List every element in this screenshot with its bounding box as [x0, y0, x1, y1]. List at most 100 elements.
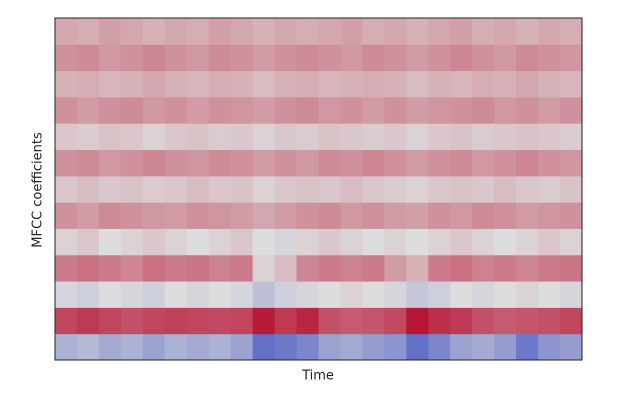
heatmap-cell — [186, 149, 210, 177]
heatmap-cell — [472, 123, 495, 151]
heatmap-cell — [428, 281, 451, 308]
heatmap-cell — [406, 333, 429, 361]
heatmap-cell — [208, 175, 232, 203]
heatmap-cell — [76, 202, 100, 229]
heatmap-cell — [98, 281, 122, 308]
heatmap-cell — [472, 254, 495, 282]
heatmap-cell — [340, 333, 363, 361]
heatmap-cell — [164, 254, 188, 282]
plot-frame — [54, 17, 583, 361]
heatmap-cell — [384, 149, 407, 177]
heatmap-cell — [208, 307, 232, 335]
heatmap-cell — [516, 202, 539, 229]
heatmap-cell — [516, 228, 539, 256]
heatmap-cell — [340, 70, 363, 98]
heatmap-cell — [384, 123, 407, 151]
heatmap-cell — [340, 44, 363, 72]
heatmap-cell — [494, 123, 517, 151]
heatmap-cell — [164, 281, 188, 308]
heatmap-cell — [76, 307, 100, 335]
heatmap-cell — [318, 70, 341, 98]
heatmap-cell — [76, 149, 100, 177]
heatmap-cell — [384, 70, 407, 98]
heatmap-cell — [120, 44, 144, 72]
heatmap-cell — [55, 149, 78, 177]
heatmap-cell — [516, 70, 539, 98]
heatmap-cell — [428, 70, 451, 98]
heatmap-cell — [164, 149, 188, 177]
heatmap-cell — [450, 18, 473, 45]
heatmap-cell — [55, 123, 78, 151]
heatmap-cell — [560, 44, 583, 72]
y-axis-label: MFCC coefficients — [31, 132, 46, 248]
heatmap-cell — [450, 44, 473, 72]
heatmap-cell — [340, 307, 363, 335]
heatmap-cell — [318, 123, 341, 151]
heatmap-cell — [538, 96, 561, 124]
heatmap-cell — [252, 202, 276, 229]
heatmap-cell — [450, 175, 473, 203]
heatmap-cell — [340, 254, 363, 282]
heatmap-cell — [362, 228, 385, 256]
heatmap-cell — [340, 281, 363, 308]
heatmap-cell — [76, 333, 100, 361]
heatmap-cell — [362, 70, 385, 98]
heatmap-cell — [406, 175, 429, 203]
heatmap-cell — [296, 281, 319, 308]
heatmap-cell — [450, 202, 473, 229]
heatmap-cell — [450, 307, 473, 335]
heatmap-cell — [186, 44, 210, 72]
heatmap-cell — [538, 281, 561, 308]
heatmap-cell — [120, 281, 144, 308]
heatmap-cell — [164, 202, 188, 229]
heatmap-cell — [406, 44, 429, 72]
heatmap-cell — [274, 70, 298, 98]
heatmap-cell — [538, 307, 561, 335]
heatmap-cell — [516, 254, 539, 282]
heatmap-cell — [560, 228, 583, 256]
heatmap-cell — [120, 307, 144, 335]
heatmap-cell — [98, 44, 122, 72]
heatmap-cell — [230, 175, 254, 203]
heatmap-cell — [142, 307, 166, 335]
heatmap-cell — [76, 18, 100, 45]
heatmap-cell — [98, 70, 122, 98]
heatmap-cell — [494, 307, 517, 335]
heatmap-cell — [230, 44, 254, 72]
heatmap-cell — [142, 333, 166, 361]
heatmap-cell — [450, 149, 473, 177]
heatmap-cell — [340, 96, 363, 124]
heatmap-cell — [516, 44, 539, 72]
heatmap-cell — [560, 333, 583, 361]
heatmap-cell — [252, 307, 276, 335]
heatmap-cell — [516, 123, 539, 151]
heatmap-cell — [120, 70, 144, 98]
heatmap-cell — [560, 202, 583, 229]
heatmap-cell — [318, 202, 341, 229]
heatmap-cell — [538, 18, 561, 45]
heatmap-cell — [318, 307, 341, 335]
heatmap-cell — [560, 70, 583, 98]
heatmap-cell — [296, 202, 319, 229]
heatmap-cell — [230, 149, 254, 177]
heatmap-cell — [538, 70, 561, 98]
heatmap-cell — [516, 333, 539, 361]
heatmap-cell — [186, 307, 210, 335]
heatmap-cell — [76, 254, 100, 282]
heatmap-cell — [274, 175, 298, 203]
heatmap-cell — [296, 175, 319, 203]
heatmap-cell — [274, 228, 298, 256]
heatmap-cell — [296, 123, 319, 151]
heatmap-cell — [164, 18, 188, 45]
heatmap-cell — [252, 44, 276, 72]
heatmap-cell — [230, 18, 254, 45]
heatmap-cell — [186, 175, 210, 203]
heatmap-cell — [98, 175, 122, 203]
heatmap-cell — [450, 96, 473, 124]
heatmap-cell — [340, 123, 363, 151]
heatmap-cell — [472, 44, 495, 72]
heatmap-cell — [318, 254, 341, 282]
heatmap-cell — [384, 228, 407, 256]
heatmap-cell — [55, 70, 78, 98]
heatmap-cell — [230, 333, 254, 361]
